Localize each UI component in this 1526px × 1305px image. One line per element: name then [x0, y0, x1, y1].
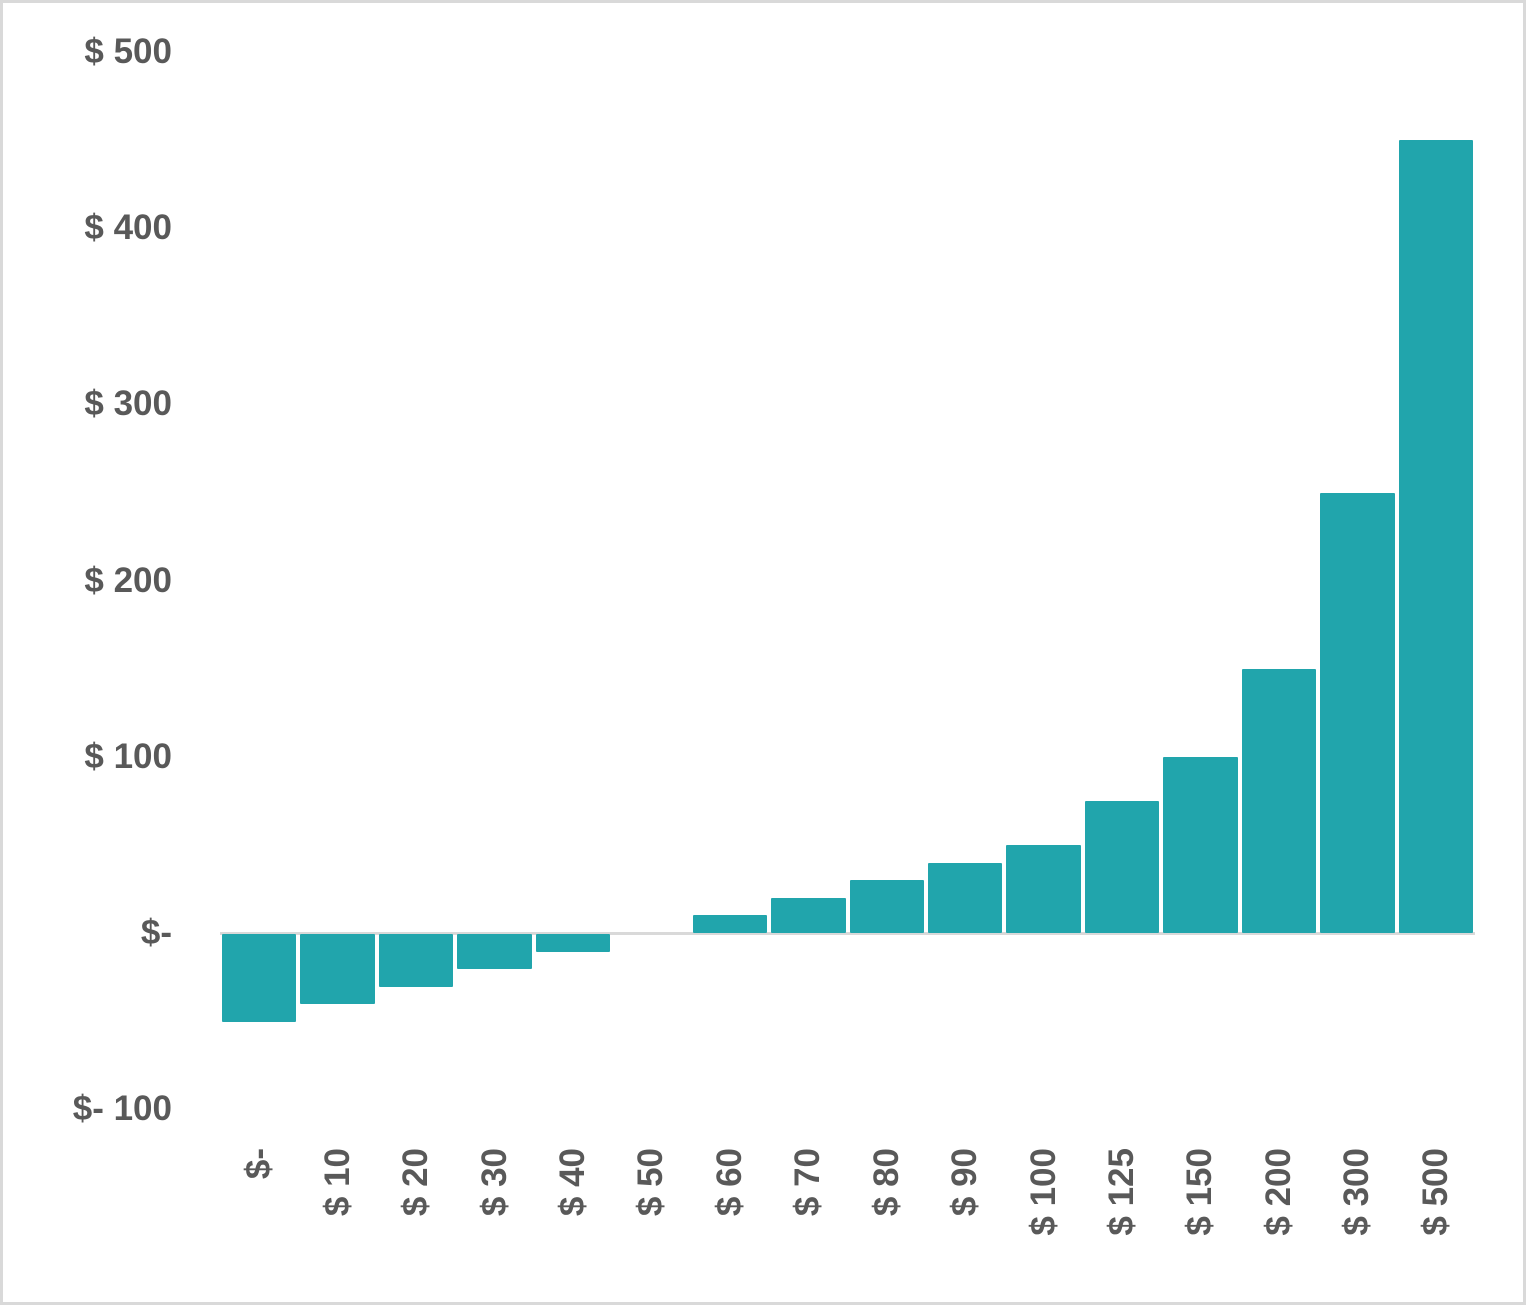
bar: [927, 862, 1003, 933]
y-axis-tick-label: $ 100: [84, 736, 172, 776]
x-axis-tick-label: $ 150: [1180, 1148, 1220, 1236]
x-axis-tick-label: $ 60: [709, 1148, 749, 1217]
bar: [457, 934, 532, 970]
bar: [849, 880, 924, 933]
y-axis-tick-label: $ 200: [84, 560, 172, 600]
y-axis-tick-label: $ 400: [84, 208, 172, 248]
x-axis-tick-label: $ 100: [1023, 1148, 1063, 1236]
x-axis-tick-label: $ 300: [1337, 1148, 1377, 1236]
bar: [1084, 800, 1160, 933]
x-axis-tick-label: $ 10: [317, 1148, 357, 1217]
x-axis-tick-label: $ 70: [788, 1148, 828, 1217]
x-axis-tick-label: $-: [239, 1148, 279, 1180]
y-axis-tick-label: $- 100: [72, 1089, 172, 1129]
x-axis-tick-label: $ 125: [1102, 1148, 1142, 1236]
x-axis-tick-label: $ 90: [945, 1148, 985, 1217]
bar: [378, 934, 454, 987]
bar: [1006, 844, 1081, 933]
bar: [1398, 140, 1473, 933]
x-axis-tick-label: $ 50: [631, 1148, 671, 1217]
x-axis-tick-label: $ 40: [552, 1148, 592, 1217]
x-axis-tick-label: $ 80: [866, 1148, 906, 1217]
x-axis-tick-label: $ 20: [396, 1148, 436, 1217]
bar: [300, 934, 375, 1005]
bar: [1163, 756, 1238, 933]
x-axis-tick-label: $ 500: [1415, 1148, 1455, 1236]
y-axis-tick-label: $ 500: [84, 32, 172, 71]
y-axis-tick-label: $ 300: [84, 384, 172, 424]
bar: [222, 934, 297, 1023]
x-axis-line: [220, 932, 1475, 935]
x-axis-tick-label: $ 200: [1258, 1148, 1298, 1236]
x-axis-tick-label: $ 30: [474, 1148, 514, 1217]
bar: [1241, 668, 1317, 933]
bar: [1320, 492, 1395, 933]
y-axis-tick-label: $-: [140, 913, 172, 952]
bar: [535, 934, 611, 952]
bar: [692, 915, 768, 933]
bar: [771, 897, 846, 933]
